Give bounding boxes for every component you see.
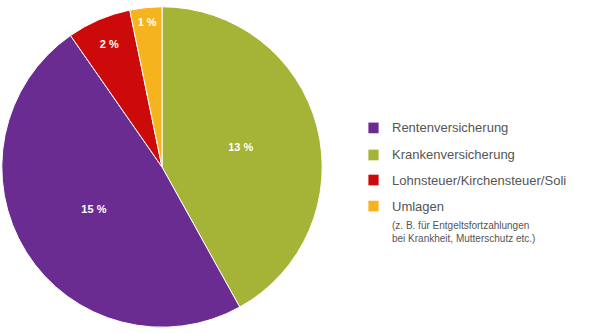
svg-text:Umlagen: Umlagen	[392, 199, 444, 214]
svg-text:1 %: 1 %	[138, 16, 157, 28]
svg-text:13 %: 13 %	[228, 141, 253, 153]
svg-text:Krankenversicherung: Krankenversicherung	[392, 147, 515, 162]
svg-text:Rentenversicherung: Rentenversicherung	[392, 120, 508, 135]
svg-text:15 %: 15 %	[81, 203, 106, 215]
svg-text:2 %: 2 %	[100, 38, 119, 50]
svg-text:(z. B. für Entgeltsfortzahlung: (z. B. für Entgeltsfortzahlungenbei Kran…	[392, 220, 535, 244]
svg-text:Lohnsteuer/Kirchensteuer/Soli: Lohnsteuer/Kirchensteuer/Soli	[392, 173, 566, 188]
